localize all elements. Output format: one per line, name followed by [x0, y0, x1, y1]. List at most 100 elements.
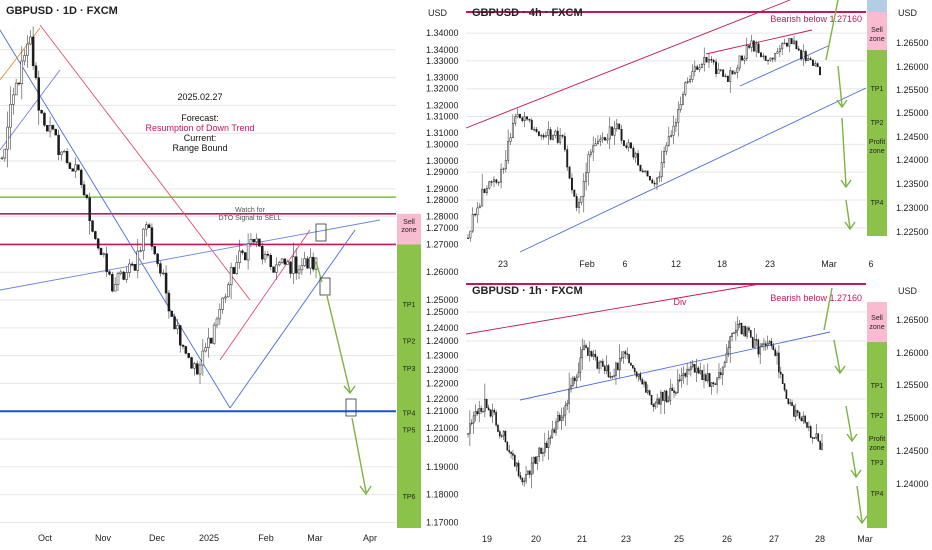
h4-forecast-arrow: [837, 65, 843, 107]
h4-candle: [804, 51, 807, 61]
h1-candle: [759, 346, 761, 355]
daily-candle: [210, 337, 213, 344]
daily-forecast-arrow: [351, 417, 367, 493]
h1-candle: [519, 475, 522, 479]
daily-x-tick: Apr: [363, 533, 377, 543]
h1-candle: [493, 409, 496, 413]
h1-candle: [751, 337, 754, 348]
daily-candle: [31, 36, 35, 66]
daily-current-label: Current:: [184, 133, 217, 143]
daily-candle: [300, 265, 304, 271]
daily-candle: [212, 324, 216, 344]
h1-x-tick: Mar: [857, 534, 873, 544]
h4-candle: [587, 154, 590, 173]
h1-candle: [746, 327, 748, 337]
h4-candle: [691, 71, 694, 80]
h4-candle: [625, 145, 628, 148]
daily-candle: [85, 194, 89, 198]
h4-candle: [712, 60, 715, 63]
h4-candle: [485, 187, 488, 194]
daily-candle: [261, 246, 264, 260]
h1-candle: [787, 398, 790, 404]
daily-candle: [252, 239, 256, 243]
h1-candle: [714, 383, 717, 385]
h4-candle: [641, 170, 644, 173]
daily-candle: [136, 250, 140, 271]
h1-candle: [774, 349, 776, 356]
h1-candle: [802, 415, 805, 422]
h1-candle: [508, 450, 511, 453]
h4-candle: [582, 181, 585, 197]
h1-candle: [525, 474, 527, 482]
daily-candle: [289, 261, 292, 274]
daily-forecast-text: Resumption of Down Trend: [145, 123, 254, 133]
h4-candle: [700, 64, 703, 69]
h1-candle: [529, 470, 531, 475]
daily-candle: [235, 262, 239, 274]
daily-y-tick: 1.19000: [426, 462, 459, 472]
h4-candle: [743, 58, 746, 61]
h4-zone-label: zone: [869, 36, 884, 43]
h4-candle: [599, 138, 602, 142]
daily-candle: [113, 284, 117, 292]
h1-candle: [643, 381, 645, 385]
daily-candle: [14, 82, 18, 96]
h1-candle: [710, 382, 713, 387]
h1-candle: [538, 447, 540, 457]
h1-candle: [761, 343, 763, 347]
h1-candle: [699, 370, 702, 374]
daily-candle: [145, 224, 148, 230]
h4-profit-label: zone: [869, 148, 884, 155]
h1-candle: [682, 373, 685, 376]
daily-candle: [198, 364, 202, 375]
h1-candle: [693, 363, 696, 373]
daily-candle: [232, 267, 236, 274]
h1-candle: [598, 362, 600, 369]
h1-bearish-note: Bearish below 1.27160: [770, 293, 862, 303]
daily-candle: [218, 309, 222, 320]
daily-candle: [153, 246, 157, 255]
daily-chart-title: GBPUSD · 1D · FXCM: [6, 5, 118, 17]
h1-candle: [701, 370, 703, 380]
daily-candle: [204, 347, 207, 352]
h1-candle: [770, 341, 773, 346]
h1-y-tick: 1.21000: [426, 423, 459, 433]
h4-right-tick: 1.26000: [896, 62, 929, 72]
daily-candle: [244, 252, 247, 261]
h4-forecast-arrow: [825, 0, 839, 61]
daily-x-tick: Dec: [149, 533, 166, 543]
daily-tp-label: TP4: [403, 411, 416, 418]
daily-sell-zone: [397, 213, 421, 245]
h1-candle: [781, 373, 784, 384]
h4-candle: [663, 151, 666, 163]
daily-candle: [77, 164, 80, 171]
daily-target-box: [345, 398, 357, 417]
h1-candle: [472, 415, 475, 424]
daily-candle: [37, 77, 41, 111]
h4-candle: [566, 149, 569, 168]
daily-candle: [150, 227, 154, 247]
daily-forecast-arrowhead: [343, 385, 356, 395]
h1-candle: [588, 351, 591, 356]
h1-x-tick: 28: [815, 534, 825, 544]
h4-forecast-arrow: [841, 117, 847, 187]
daily-candle: [111, 274, 114, 292]
h1-candle: [499, 431, 501, 437]
h4-candle: [729, 70, 732, 82]
h1-candle: [809, 426, 812, 438]
daily-candle: [173, 316, 176, 330]
h4-candle: [762, 55, 765, 57]
h4-candle: [521, 117, 524, 121]
h4-candle: [793, 40, 795, 45]
h1-candle: [536, 456, 539, 464]
h1-candle: [558, 415, 561, 421]
h4-candle: [535, 128, 538, 132]
h1-forecast-arrowhead: [850, 469, 862, 479]
h1-candle: [549, 437, 552, 439]
h1-candle: [605, 365, 608, 371]
h4-forecast-arrowhead: [836, 99, 848, 109]
h4-candle: [722, 69, 725, 77]
daily-tp-label: TP5: [403, 427, 416, 434]
h1-candle: [633, 367, 636, 373]
h1-candle: [527, 470, 529, 475]
